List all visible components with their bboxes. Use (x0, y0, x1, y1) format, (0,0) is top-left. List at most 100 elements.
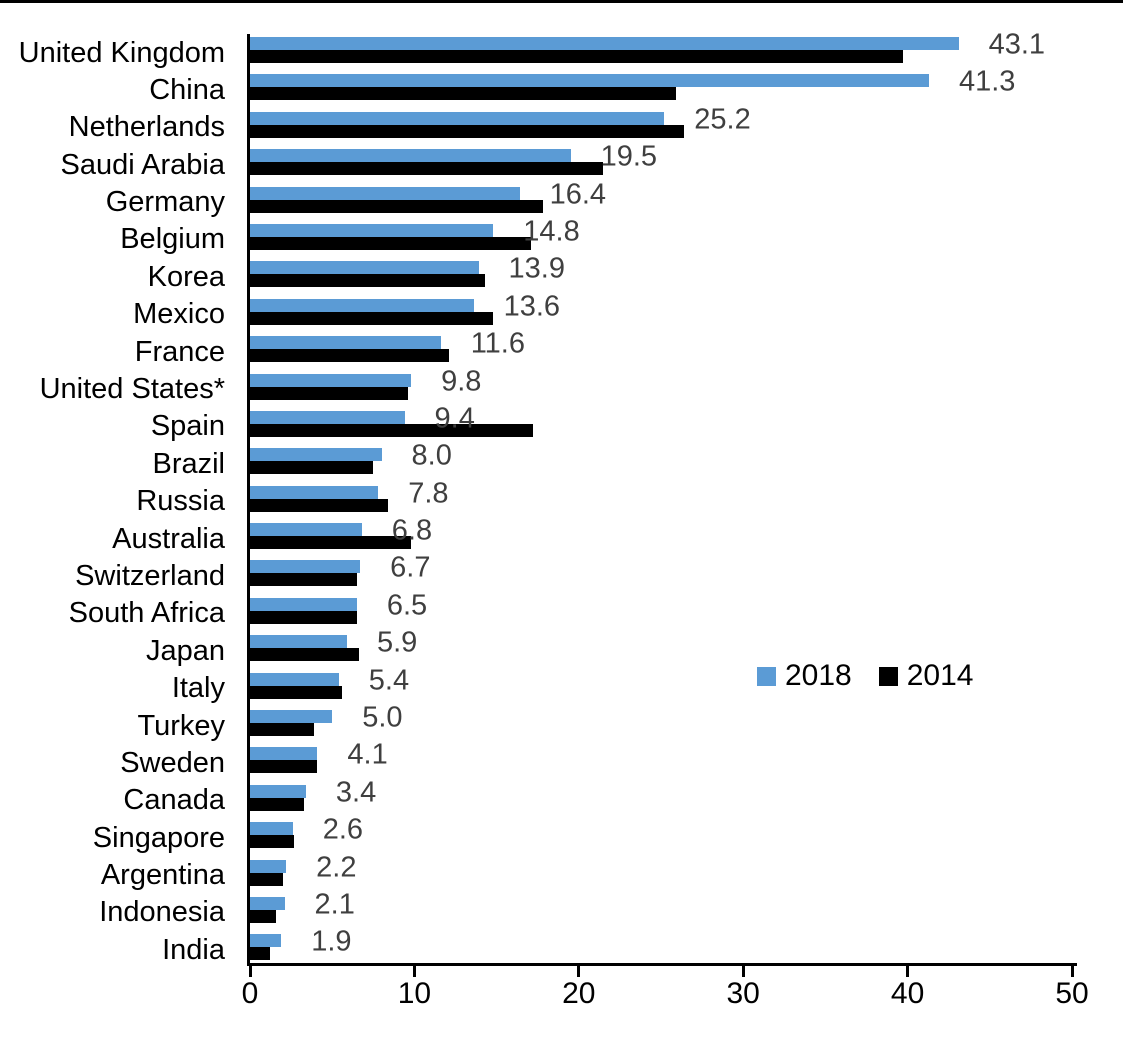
x-tick-label: 0 (241, 977, 259, 1010)
bar-2014 (250, 386, 408, 400)
chart-row: Mexico 13.6 (0, 292, 1123, 336)
bar-group: 1.9 (250, 927, 1072, 961)
bar-group: 5.4 (250, 666, 1072, 699)
bar-group: 3.4 (250, 778, 1072, 811)
top-border-line (0, 0, 1123, 3)
bar-2014 (250, 124, 685, 138)
bar-group: 2.6 (250, 815, 1072, 849)
bar-group: 9.8 (250, 367, 1072, 400)
chart-row: France 11.6 (0, 329, 1123, 373)
bar-group: 13.6 (250, 292, 1072, 325)
category-label: Russia (136, 485, 225, 518)
bar-2014 (250, 872, 283, 886)
bar-2018 (250, 672, 339, 686)
bar-2018 (250, 261, 479, 275)
value-label: 43.1 (988, 28, 1046, 61)
bar-2014 (250, 685, 343, 699)
x-tick-label: 20 (562, 977, 596, 1010)
bar-2018 (250, 74, 929, 88)
category-label: Spain (150, 410, 225, 443)
value-label: 9.4 (434, 402, 475, 435)
value-label: 9.8 (441, 365, 482, 398)
bar-2018 (250, 223, 494, 237)
bar-2014 (250, 760, 318, 774)
chart-row: India 1.9 (0, 927, 1123, 971)
bar-2018 (250, 373, 412, 387)
bar-2014 (250, 236, 532, 250)
bar-group: 14.8 (250, 217, 1072, 250)
x-tick (741, 966, 745, 977)
bar-2014 (250, 536, 412, 550)
bar-2018 (250, 448, 382, 462)
legend-label-2018: 2018 (785, 659, 852, 692)
x-tick (248, 966, 252, 977)
chart-rows: United Kingdom 43.1 China 41.3 Netherlands 25… (0, 30, 1123, 972)
bar-group: 6.8 (250, 516, 1072, 550)
category-label: Canada (123, 784, 225, 817)
category-label: China (149, 73, 225, 106)
bar-group: 19.5 (250, 142, 1072, 176)
bar-2018 (250, 111, 665, 125)
value-label: 5.0 (362, 701, 403, 734)
bar-2014 (250, 947, 270, 961)
category-label: Switzerland (75, 559, 225, 592)
bar-2014 (250, 311, 494, 325)
bar-2018 (250, 523, 362, 537)
bar-group: 5.9 (250, 628, 1072, 662)
value-label: 5.9 (376, 626, 418, 659)
value-label: 41.3 (958, 65, 1016, 98)
x-tick (577, 966, 581, 977)
legend-swatch-2014 (878, 666, 898, 686)
bar-2014 (250, 274, 486, 288)
bar-group: 2.1 (250, 890, 1072, 923)
bar-2018 (250, 560, 361, 574)
category-label: Netherlands (68, 111, 225, 144)
category-label: Australia (112, 522, 225, 555)
chart-row: Brazil 8.0 (0, 441, 1123, 485)
category-label: France (134, 335, 225, 368)
chart-row: Argentina 2.2 (0, 853, 1123, 897)
category-label: Saudi Arabia (60, 148, 225, 181)
bar-group: 43.1 (250, 30, 1072, 63)
category-label: India (162, 933, 225, 966)
legend: 2018 2014 (757, 661, 974, 691)
bar-group: 8.0 (250, 441, 1072, 475)
bar-2018 (250, 336, 441, 350)
value-label: 8.0 (411, 439, 452, 472)
bar-group: 7.8 (250, 479, 1072, 512)
bar-2014 (250, 573, 357, 587)
value-label: 19.5 (600, 140, 658, 173)
chart-row: Saudi Arabia 19.5 (0, 142, 1123, 186)
chart-row: Russia 7.8 (0, 479, 1123, 523)
value-label: 6.7 (390, 551, 431, 584)
bar-2014 (250, 723, 315, 737)
category-label: Mexico (133, 298, 225, 331)
bar-group: 11.6 (250, 329, 1072, 363)
category-label: Brazil (152, 447, 225, 480)
bar-2018 (250, 896, 285, 910)
bar-2018 (250, 784, 306, 798)
bar-group: 9.4 (250, 404, 1072, 437)
bar-2014 (250, 162, 604, 176)
chart-row: United States* 9.8 (0, 367, 1123, 411)
value-label: 2.2 (316, 851, 357, 884)
bar-2018 (250, 822, 293, 836)
category-label: Indonesia (99, 896, 225, 929)
category-label: Germany (105, 186, 225, 219)
bar-2014 (250, 498, 389, 512)
y-axis-line (247, 34, 250, 966)
chart-row: Italy 5.4 (0, 666, 1123, 710)
x-tick-label: 30 (726, 977, 760, 1010)
bar-2014 (250, 50, 903, 63)
chart-row: United Kingdom 43.1 (0, 30, 1123, 74)
category-label: United States* (39, 373, 225, 406)
bar-2014 (250, 610, 357, 624)
bar-2014 (250, 797, 305, 811)
chart-row: Belgium 14.8 (0, 217, 1123, 261)
bar-2014 (250, 199, 543, 213)
bar-2018 (250, 37, 959, 50)
bar-group: 4.1 (250, 740, 1072, 774)
bar-2014 (250, 909, 277, 923)
bar-2018 (250, 485, 379, 499)
chart-row: Spain 9.4 (0, 404, 1123, 448)
